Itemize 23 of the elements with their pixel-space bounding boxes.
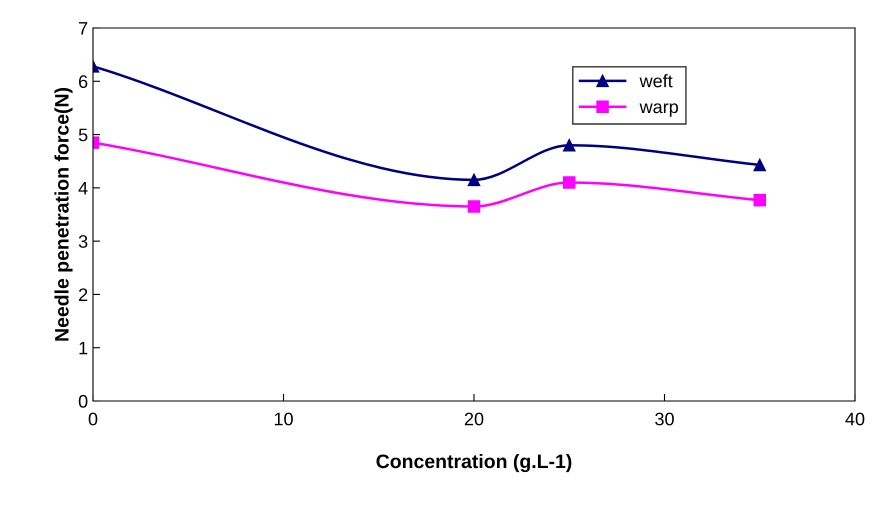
x-tick-label: 20: [464, 412, 484, 426]
y-tick-label: 1: [79, 342, 88, 354]
legend-label: weft: [640, 74, 673, 88]
x-tick-label: 10: [274, 412, 293, 426]
point: [754, 158, 766, 172]
y-tick-label: 3: [78, 235, 88, 248]
point: [754, 194, 766, 206]
x-tick-label: 40: [845, 412, 864, 426]
x-tick-label: 30: [655, 412, 674, 426]
y-tick-label: 4: [78, 182, 88, 194]
y-tick-label: 6: [79, 75, 88, 88]
point: [563, 176, 576, 189]
x-tick-label: 0: [88, 412, 98, 426]
y-tick-label: 2: [79, 288, 88, 301]
point: [468, 174, 480, 186]
x-axis-title: Concentration (g.L-1): [376, 454, 572, 472]
y-axis-title: Needle penetration force(N): [54, 88, 73, 341]
point: [468, 200, 480, 213]
legend-label: warp: [640, 103, 678, 117]
point: [563, 138, 576, 152]
y-tick-label: 5: [78, 128, 88, 142]
y-tick-label: 0: [78, 394, 88, 408]
y-tick-label: 7: [79, 22, 88, 35]
